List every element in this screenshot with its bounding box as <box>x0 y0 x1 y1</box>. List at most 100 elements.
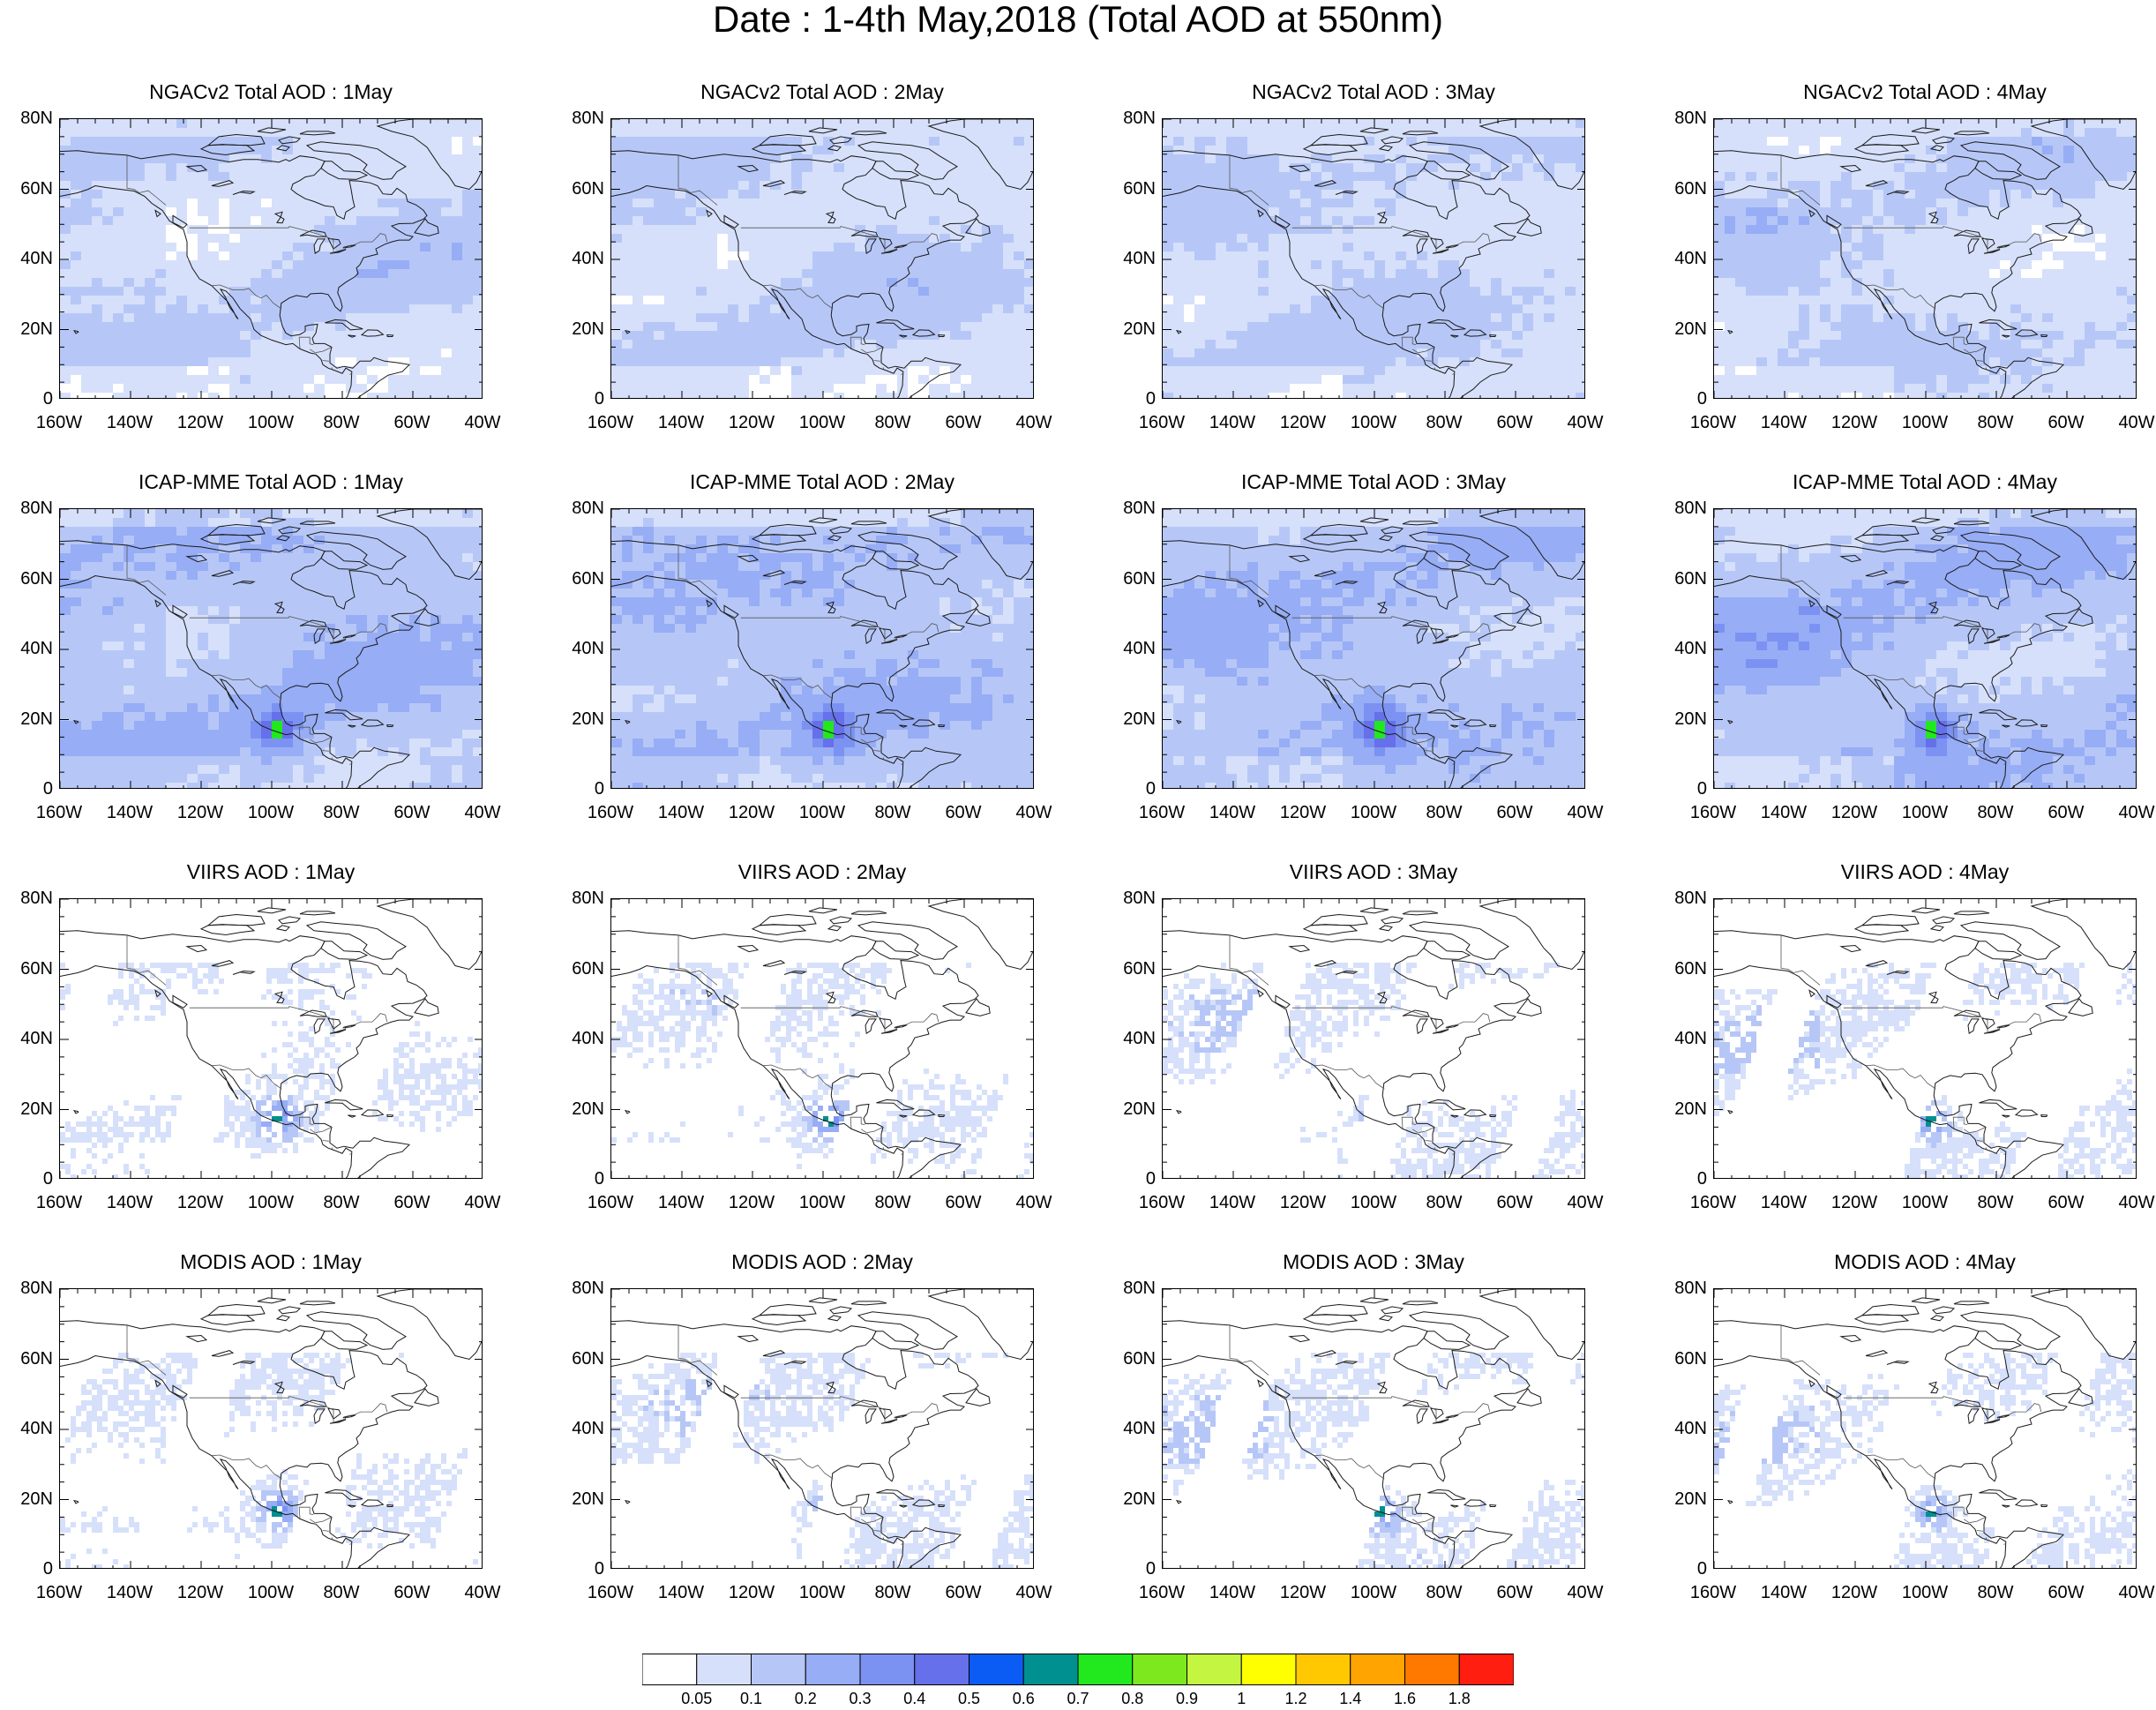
aod-cell <box>696 119 707 128</box>
aod-cell <box>887 119 897 128</box>
aod-cell <box>1714 269 1725 278</box>
aod-cell <box>1480 269 1491 278</box>
aod-cell <box>633 199 643 207</box>
aod-cell <box>1163 119 1173 128</box>
aod-cell <box>335 251 346 260</box>
aod-cell <box>71 366 81 375</box>
aod-cell <box>961 225 971 234</box>
aod-cell <box>1216 225 1226 234</box>
aod-cell <box>2021 207 2032 216</box>
aod-cell <box>1014 137 1024 146</box>
aod-cell <box>929 207 940 216</box>
aod-cell <box>770 243 781 251</box>
aod-cell <box>2106 190 2116 199</box>
aod-cell <box>1024 269 1033 278</box>
aod-cell <box>1321 322 1332 331</box>
island-outline <box>850 131 887 136</box>
aod-cell <box>2021 172 2032 181</box>
aod-cell <box>452 304 462 313</box>
aod-cell <box>1905 172 1915 181</box>
aod-cell <box>60 322 71 331</box>
aod-field <box>1714 119 2136 398</box>
aod-cell <box>802 287 812 296</box>
aod-cell <box>102 128 113 137</box>
aod-cell <box>834 243 844 251</box>
aod-cell <box>1269 216 1279 225</box>
lon-label: 40W <box>1015 413 1052 432</box>
aod-cell <box>812 375 823 384</box>
aod-cell <box>1862 313 1873 322</box>
aod-cell <box>887 225 897 234</box>
aod-cell <box>1512 393 1523 398</box>
aod-cell <box>1512 278 1523 287</box>
aod-cell <box>1480 287 1491 296</box>
aod-cell <box>2074 199 2085 207</box>
aod-cell <box>2106 225 2116 234</box>
aod-cell <box>335 190 346 199</box>
aod-cell <box>760 304 770 313</box>
aod-cell <box>462 313 473 322</box>
aod-cell <box>685 207 696 216</box>
aod-cell <box>2000 163 2010 172</box>
aod-cell <box>844 287 855 296</box>
aod-cell <box>2116 278 2127 287</box>
aod-cell <box>1501 260 1512 269</box>
aod-cell <box>1968 199 1979 207</box>
aod-cell <box>356 163 367 172</box>
aod-cell <box>887 216 897 225</box>
aod-cell <box>696 366 707 375</box>
aod-cell <box>929 137 940 146</box>
aod-cell <box>473 190 482 199</box>
aod-cell <box>918 313 929 322</box>
aod-cell <box>749 322 760 331</box>
aod-cell <box>1290 216 1300 225</box>
aod-cell <box>1194 340 1205 349</box>
aod-cell <box>81 154 92 163</box>
aod-cell <box>145 251 155 260</box>
aod-cell <box>1459 225 1470 234</box>
aod-cell <box>219 260 229 269</box>
aod-cell <box>1778 172 1788 181</box>
aod-cell <box>198 154 208 163</box>
country-border <box>901 373 903 375</box>
aod-cell <box>430 251 441 260</box>
aod-cell <box>1163 393 1173 398</box>
aod-cell <box>1809 304 1820 313</box>
aod-cell <box>844 216 855 225</box>
aod-cell <box>1523 225 1533 234</box>
aod-cell <box>707 269 717 278</box>
aod-cell <box>1544 137 1554 146</box>
aod-cell <box>876 296 887 304</box>
aod-cell <box>1311 172 1321 181</box>
aod-cell <box>251 313 261 322</box>
aod-cell <box>1958 119 1968 128</box>
aod-cell <box>643 172 654 181</box>
aod-cell <box>1269 251 1279 260</box>
aod-cell <box>356 384 367 393</box>
aod-cell <box>293 216 303 225</box>
aod-cell <box>145 137 155 146</box>
aod-cell <box>812 304 823 313</box>
aod-cell <box>1894 128 1905 137</box>
aod-cell <box>1746 137 1756 146</box>
aod-cell <box>728 287 738 296</box>
aod-cell <box>1512 322 1523 331</box>
aod-cell <box>643 216 654 225</box>
aod-cell <box>134 349 145 357</box>
aod-cell <box>1194 331 1205 340</box>
aod-cell <box>430 137 441 146</box>
aod-cell <box>876 340 887 349</box>
aod-cell <box>1735 216 1746 225</box>
aod-cell <box>367 181 378 190</box>
aod-cell <box>1300 137 1311 146</box>
aod-cell <box>124 260 134 269</box>
aod-cell <box>2063 172 2074 181</box>
aod-cell <box>1014 349 1024 357</box>
aod-cell <box>1449 260 1459 269</box>
aod-cell <box>1746 207 1756 216</box>
aod-cell <box>664 190 675 199</box>
aod-cell <box>134 313 145 322</box>
aod-cell <box>791 366 802 375</box>
aod-cell <box>622 357 633 366</box>
aod-cell <box>633 340 643 349</box>
